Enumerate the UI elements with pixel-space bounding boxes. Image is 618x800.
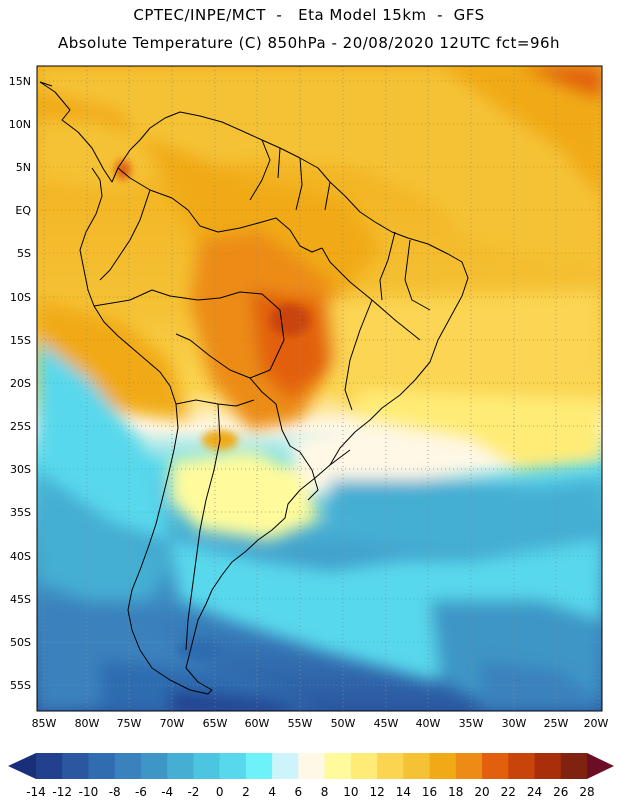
coastlines-and-borders <box>39 81 469 695</box>
colorbar-label: -10 <box>79 785 99 799</box>
colorbar-label: -6 <box>135 785 147 799</box>
colorbar-label: 6 <box>295 785 303 799</box>
colorbar-label: -12 <box>52 785 72 799</box>
colorbar-cells <box>36 753 588 779</box>
title-line-2: Absolute Temperature (C) 850hPa - 20/08/… <box>57 34 561 52</box>
lon-label: 85W <box>32 717 57 730</box>
colorbar-label: 2 <box>242 785 250 799</box>
lon-label: 30W <box>502 717 527 730</box>
colorbar-label: 22 <box>501 785 516 799</box>
lon-label: 50W <box>331 717 356 730</box>
colorbar-label: 20 <box>474 785 489 799</box>
colorbar-label: 8 <box>321 785 329 799</box>
colorbar-label: 10 <box>343 785 358 799</box>
temperature-field <box>37 66 602 711</box>
colorbar-label: 28 <box>579 785 594 799</box>
lat-label: 40S <box>10 550 31 563</box>
colorbar-label: -14 <box>26 785 46 799</box>
colorbar-cell <box>403 753 431 779</box>
lat-label: 10S <box>10 291 31 304</box>
lon-label: 75W <box>117 717 142 730</box>
colorbar-cell <box>508 753 536 779</box>
colorbar-cell <box>193 753 221 779</box>
colorbar-cell <box>350 753 378 779</box>
colorbar-label: -8 <box>109 785 121 799</box>
colorbar-cell <box>429 753 457 779</box>
colorbar-cell <box>560 753 588 779</box>
colorbar-cell <box>272 753 299 779</box>
colorbar-cell <box>245 753 273 779</box>
title-line-1: CPTEC/INPE/MCT - Eta Model 15km - GFS <box>133 6 485 24</box>
latitude-labels: 15N 10N 5N EQ 5S 10S 15S 20S 25S 30S 35S… <box>9 75 32 692</box>
colorbar-cell <box>114 753 142 779</box>
lon-label: 40W <box>416 717 441 730</box>
lon-label: 35W <box>459 717 484 730</box>
colorbar-cell <box>377 753 404 779</box>
colorbar-cell <box>140 753 168 779</box>
colorbar-cell <box>482 753 509 779</box>
map-frame <box>36 65 603 712</box>
lon-label: 60W <box>245 717 270 730</box>
colorbar-cell <box>62 753 89 779</box>
lon-label: 70W <box>160 717 185 730</box>
lon-label: 80W <box>75 717 100 730</box>
colorbar-cell <box>36 753 63 779</box>
lat-label: 55S <box>10 679 31 692</box>
colorbar-cell <box>167 753 194 779</box>
lat-label: 15S <box>10 334 31 347</box>
lat-label: 5S <box>17 247 31 260</box>
lon-label: 65W <box>203 717 228 730</box>
lon-label: 55W <box>288 717 313 730</box>
colorbar-labels: -14 -12 -10 -8 -6 -4 -2 0 2 4 6 8 10 12 14 16 18 20 22 24 26… <box>26 785 594 799</box>
colorbar-label: -4 <box>161 785 173 799</box>
colorbar-label: -2 <box>187 785 199 799</box>
lat-label: 45S <box>10 593 31 606</box>
colorbar-cell <box>534 753 562 779</box>
longitude-labels: 85W 80W 75W 70W 65W 60W 55W 50W 45W 40W … <box>32 717 609 730</box>
colorbar-under-arrow <box>8 753 36 779</box>
colorbar-cell <box>455 753 483 779</box>
colorbar-label: 14 <box>396 785 411 799</box>
colorbar-cell <box>88 753 116 779</box>
lon-label: 20W <box>584 717 609 730</box>
lon-label: 45W <box>374 717 399 730</box>
lat-label: 15N <box>9 75 31 88</box>
colorbar-label: 18 <box>448 785 463 799</box>
colorbar-label: 16 <box>422 785 437 799</box>
lon-label: 25W <box>544 717 569 730</box>
colorbar-cell <box>219 753 247 779</box>
colorbar-label: 26 <box>553 785 568 799</box>
colorbar-label: 0 <box>216 785 224 799</box>
lat-label: 10N <box>9 118 31 131</box>
colorbar-cell <box>324 753 352 779</box>
lat-label: 25S <box>10 420 31 433</box>
colorbar-label: 24 <box>527 785 542 799</box>
lat-label: 5N <box>16 161 31 174</box>
lat-label: 35S <box>10 506 31 519</box>
colorbar-over-arrow <box>587 753 614 779</box>
lat-label: 20S <box>10 377 31 390</box>
colorbar-cell <box>298 753 326 779</box>
colorbar-label: 12 <box>369 785 384 799</box>
lat-label: EQ <box>15 204 31 217</box>
lat-label: 50S <box>10 636 31 649</box>
colorbar-label: 4 <box>268 785 276 799</box>
lat-label: 30S <box>10 463 31 476</box>
